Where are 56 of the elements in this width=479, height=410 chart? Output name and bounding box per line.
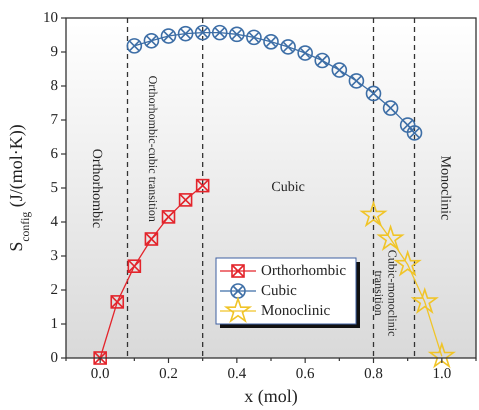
point	[429, 343, 454, 368]
annotation: Orthorhombic-cubic transition	[146, 76, 160, 222]
point	[194, 24, 210, 40]
x-axis-title: x (mol)	[244, 386, 298, 406]
point	[412, 288, 438, 313]
point	[128, 259, 142, 273]
y-tick-label: 1	[50, 316, 58, 332]
point	[93, 351, 107, 365]
point	[360, 202, 386, 226]
point	[263, 34, 279, 50]
y-tick-label: 6	[50, 146, 58, 162]
point	[348, 73, 364, 89]
y-tick-label: 5	[50, 180, 58, 196]
x-tick-label: 0.4	[227, 366, 247, 382]
point	[297, 45, 313, 61]
point	[366, 86, 382, 102]
annotation: Cubic	[271, 180, 305, 196]
point	[378, 226, 404, 250]
legend-label: Orthorhombic	[261, 263, 346, 279]
point	[395, 251, 420, 276]
x-tick-label: 0.0	[90, 366, 110, 382]
point	[126, 38, 142, 54]
y-tick-label: 9	[50, 44, 58, 60]
y-tick-label: 4	[50, 214, 58, 230]
y-tick-label: 8	[50, 78, 58, 94]
point	[212, 24, 228, 40]
y-tick-label: 0	[50, 350, 58, 366]
point	[314, 52, 330, 68]
point	[406, 125, 422, 141]
point	[162, 210, 176, 224]
point	[229, 26, 245, 42]
y-tick-label: 7	[50, 112, 58, 128]
point	[382, 100, 398, 116]
point	[332, 62, 348, 78]
legend-label: Cubic	[261, 283, 298, 299]
annotation: Orthorhombic	[89, 148, 104, 228]
annotation: Monoclinic	[438, 156, 453, 220]
point	[178, 193, 192, 207]
y-tick-label: 2	[50, 282, 58, 298]
point	[196, 178, 210, 192]
point	[246, 30, 262, 46]
point	[144, 32, 160, 49]
x-tick-label: 1.0	[432, 366, 452, 382]
y-tick-label: 10	[43, 10, 58, 26]
legend-label: Monoclinic	[261, 303, 330, 319]
x-tick-label: 0.2	[159, 366, 178, 382]
point	[160, 28, 176, 44]
point	[400, 117, 416, 133]
x-tick-label: 0.6	[296, 366, 316, 382]
x-tick-label: 0.8	[364, 366, 383, 382]
y-tick-label: 3	[50, 248, 58, 264]
point	[110, 295, 124, 309]
annotation: Cubic-monoclinic transition	[372, 250, 400, 336]
point	[178, 26, 194, 42]
point	[280, 39, 296, 55]
point	[144, 232, 158, 246]
